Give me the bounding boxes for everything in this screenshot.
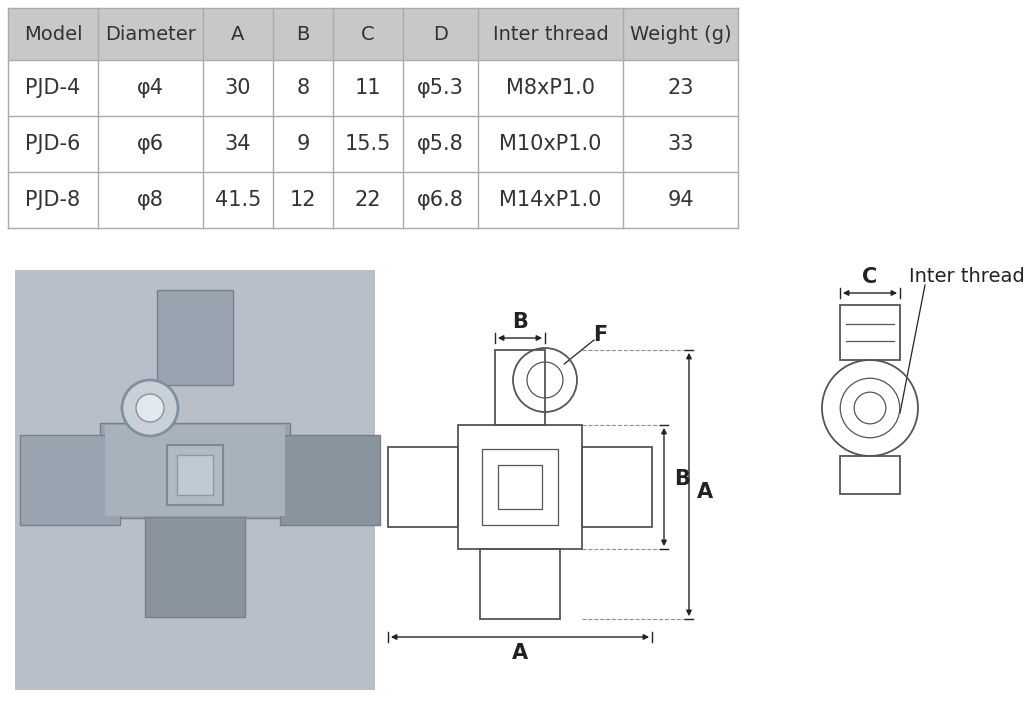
Text: φ8: φ8 (138, 190, 164, 210)
Text: 30: 30 (224, 78, 251, 98)
Text: 33: 33 (667, 134, 694, 154)
Text: B: B (674, 469, 690, 489)
Text: PJD-8: PJD-8 (26, 190, 81, 210)
Bar (480, 549, 560, 619)
Text: 15.5: 15.5 (344, 134, 391, 154)
Bar (16, 270, 375, 690)
Text: M14xP1.0: M14xP1.0 (499, 190, 602, 210)
Bar (840, 305, 900, 360)
Bar (582, 447, 652, 527)
Bar (498, 465, 542, 509)
Bar (495, 350, 545, 425)
Bar (145, 517, 245, 617)
Text: 34: 34 (224, 134, 251, 154)
Bar (177, 455, 213, 495)
Text: PJD-4: PJD-4 (26, 78, 81, 98)
Text: M8xP1.0: M8xP1.0 (506, 78, 595, 98)
Circle shape (122, 380, 178, 436)
Text: A: A (697, 483, 713, 503)
Text: Inter thread: Inter thread (492, 24, 608, 44)
Bar (20, 435, 120, 525)
Bar (157, 290, 233, 385)
Text: φ6.8: φ6.8 (417, 190, 464, 210)
Text: φ5.3: φ5.3 (417, 78, 464, 98)
Text: B: B (512, 312, 528, 332)
Bar (280, 435, 381, 525)
Bar (840, 456, 900, 494)
Text: A: A (232, 24, 245, 44)
Circle shape (136, 394, 164, 422)
Bar (8, 8, 738, 60)
Text: Inter thread: Inter thread (909, 268, 1025, 286)
Text: φ6: φ6 (136, 134, 164, 154)
Text: A: A (512, 643, 528, 663)
Text: Weight (g): Weight (g) (630, 24, 731, 44)
Bar (458, 425, 582, 549)
Text: M10xP1.0: M10xP1.0 (499, 134, 602, 154)
Text: Model: Model (24, 24, 83, 44)
Bar (8, 116, 738, 172)
Bar (482, 449, 558, 525)
Text: 23: 23 (667, 78, 694, 98)
Text: φ5.8: φ5.8 (417, 134, 464, 154)
Text: C: C (862, 267, 878, 287)
Text: 9: 9 (297, 134, 310, 154)
Text: φ4: φ4 (136, 78, 164, 98)
Text: 12: 12 (290, 190, 316, 210)
Text: F: F (592, 325, 607, 345)
Bar (168, 445, 223, 505)
Text: PJD-6: PJD-6 (25, 134, 81, 154)
Text: C: C (361, 24, 374, 44)
Text: B: B (297, 24, 310, 44)
Bar (105, 425, 285, 516)
Bar (8, 60, 738, 116)
Text: D: D (433, 24, 448, 44)
Bar (100, 423, 290, 518)
Text: 94: 94 (667, 190, 694, 210)
Text: 8: 8 (297, 78, 309, 98)
Text: 22: 22 (355, 190, 382, 210)
Text: 11: 11 (355, 78, 382, 98)
Text: Diameter: Diameter (105, 24, 195, 44)
Bar (8, 172, 738, 228)
Text: 41.5: 41.5 (215, 190, 262, 210)
Bar (388, 447, 458, 527)
